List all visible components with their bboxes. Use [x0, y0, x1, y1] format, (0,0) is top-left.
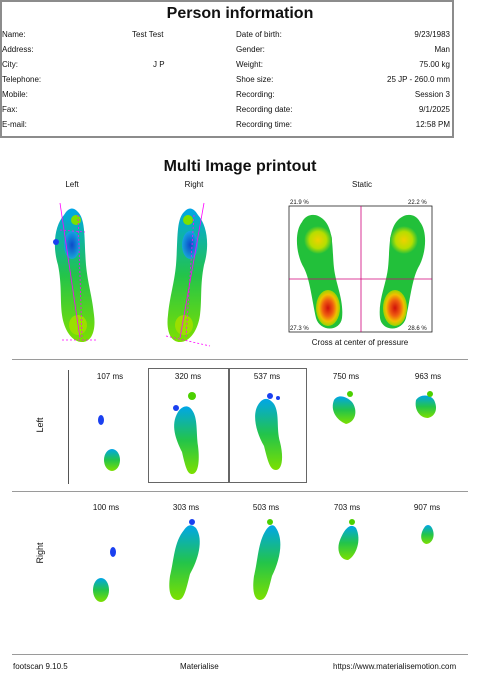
info-value: 9/23/1983: [414, 30, 450, 39]
info-row-fax: Fax:: [2, 105, 227, 119]
info-label: Address:: [2, 45, 34, 54]
left-time-3: 537 ms: [253, 372, 281, 381]
static-note: Cross at center of pressure: [311, 338, 409, 347]
frame-537ms: [229, 368, 307, 483]
info-value: Test Test: [132, 30, 164, 39]
info-row-address: Address:: [2, 45, 227, 59]
left-time-1: 107 ms: [96, 372, 124, 381]
caption-right: Right: [184, 180, 204, 189]
info-row-mobile: Mobile:: [2, 90, 227, 104]
info-label: Recording time:: [236, 120, 293, 129]
separator-top: [12, 359, 468, 360]
static-footprints: [289, 206, 432, 332]
info-row-recording-date: Recording date: 9/1/2025: [236, 105, 450, 119]
printout-title: Multi Image printout: [163, 158, 317, 175]
info-label: Recording:: [236, 90, 275, 99]
right-time-4: 703 ms: [333, 503, 361, 512]
info-value: 9/1/2025: [418, 105, 450, 114]
info-row-city: City: J P: [2, 60, 227, 74]
left-timeline-prints: [98, 391, 436, 474]
separator-bottom: [12, 654, 468, 655]
info-label: Weight:: [236, 60, 263, 69]
info-value: 25 JP - 260.0 mm: [387, 75, 450, 84]
info-row-email: E-mail:: [2, 120, 227, 134]
row-divider-left: [68, 370, 69, 484]
row-label-left: Left: [35, 417, 45, 433]
footer-version: footscan 9.10.5: [13, 662, 68, 671]
left-time-4: 750 ms: [332, 372, 360, 381]
info-row-recording: Recording: Session 3: [236, 90, 450, 104]
info-label: Date of birth:: [236, 30, 282, 39]
right-time-5: 907 ms: [413, 503, 441, 512]
right-time-2: 303 ms: [172, 503, 200, 512]
info-row-weight: Weight: 75.00 kg: [236, 60, 450, 74]
left-time-5: 963 ms: [414, 372, 442, 381]
right-timeline-prints: [93, 519, 434, 602]
static-frame: [288, 205, 433, 333]
person-info-title: Person information: [166, 5, 314, 22]
row-label-right: Right: [35, 542, 45, 564]
info-label: Shoe size:: [236, 75, 274, 84]
info-label: Fax:: [2, 105, 18, 114]
info-value: Session 3: [414, 90, 450, 99]
info-label: City:: [2, 60, 18, 69]
static-pct-bottom-right: 28.6 %: [408, 326, 427, 332]
static-pct-top-left: 21.9 %: [290, 200, 309, 206]
info-row-name: Name: Test Test: [2, 30, 227, 44]
info-label: Telephone:: [2, 75, 42, 84]
info-label: Recording date:: [236, 105, 293, 114]
right-time-1: 100 ms: [92, 503, 120, 512]
info-label: Name:: [2, 30, 26, 39]
info-label: E-mail:: [2, 120, 27, 129]
person-info-box: Person information Name: Test Test Addre…: [0, 0, 454, 138]
info-value: 75.00 kg: [419, 60, 450, 69]
info-row-dob: Date of birth: 9/23/1983: [236, 30, 450, 44]
info-row-gender: Gender: Man: [236, 45, 450, 59]
caption-static: Static: [351, 180, 372, 189]
info-label: Mobile:: [2, 90, 28, 99]
left-foot-print: [53, 202, 96, 342]
info-value: J P: [153, 60, 165, 69]
footer-url[interactable]: https://www.materialisemotion.com: [333, 662, 457, 671]
frame-320ms: [148, 368, 229, 483]
info-label: Gender:: [236, 45, 265, 54]
info-value: Man: [434, 45, 450, 54]
caption-left: Left: [65, 180, 79, 189]
separator-middle: [12, 491, 468, 492]
static-pct-top-right: 22.2 %: [408, 200, 427, 206]
info-row-telephone: Telephone:: [2, 75, 227, 89]
info-row-shoe-size: Shoe size: 25 JP - 260.0 mm: [236, 75, 450, 89]
static-pct-bottom-left: 27.3 %: [290, 326, 309, 332]
left-time-2: 320 ms: [174, 372, 202, 381]
right-foot-print: [165, 202, 211, 347]
footer-company: Materialise: [180, 662, 219, 671]
info-row-recording-time: Recording time: 12:58 PM: [236, 120, 450, 134]
right-time-3: 503 ms: [252, 503, 280, 512]
info-value: 12:58 PM: [415, 120, 450, 129]
